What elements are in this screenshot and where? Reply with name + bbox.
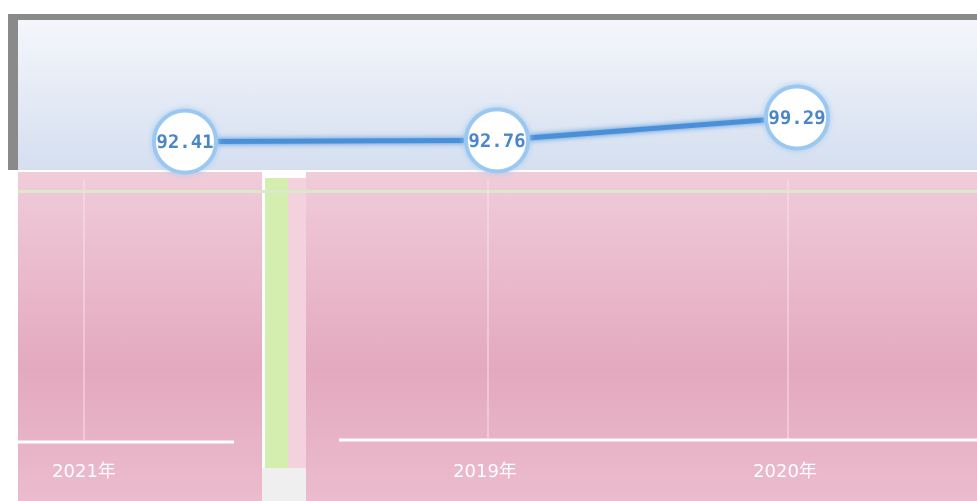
point <box>464 107 530 174</box>
point <box>764 84 830 151</box>
panel <box>18 172 262 501</box>
strip <box>265 178 288 468</box>
data-label: 92.76 <box>468 130 525 152</box>
x-tick-label: 2019年 <box>453 461 517 482</box>
band-line <box>18 190 977 193</box>
point <box>152 108 218 175</box>
data-label: 92.41 <box>156 131 213 153</box>
panel <box>306 172 977 501</box>
x-tick-label: 2020年 <box>753 461 817 482</box>
strip <box>288 178 306 468</box>
x-tick-label: 2021年 <box>52 461 116 482</box>
gap <box>262 468 306 501</box>
data-label: 99.29 <box>768 107 825 129</box>
